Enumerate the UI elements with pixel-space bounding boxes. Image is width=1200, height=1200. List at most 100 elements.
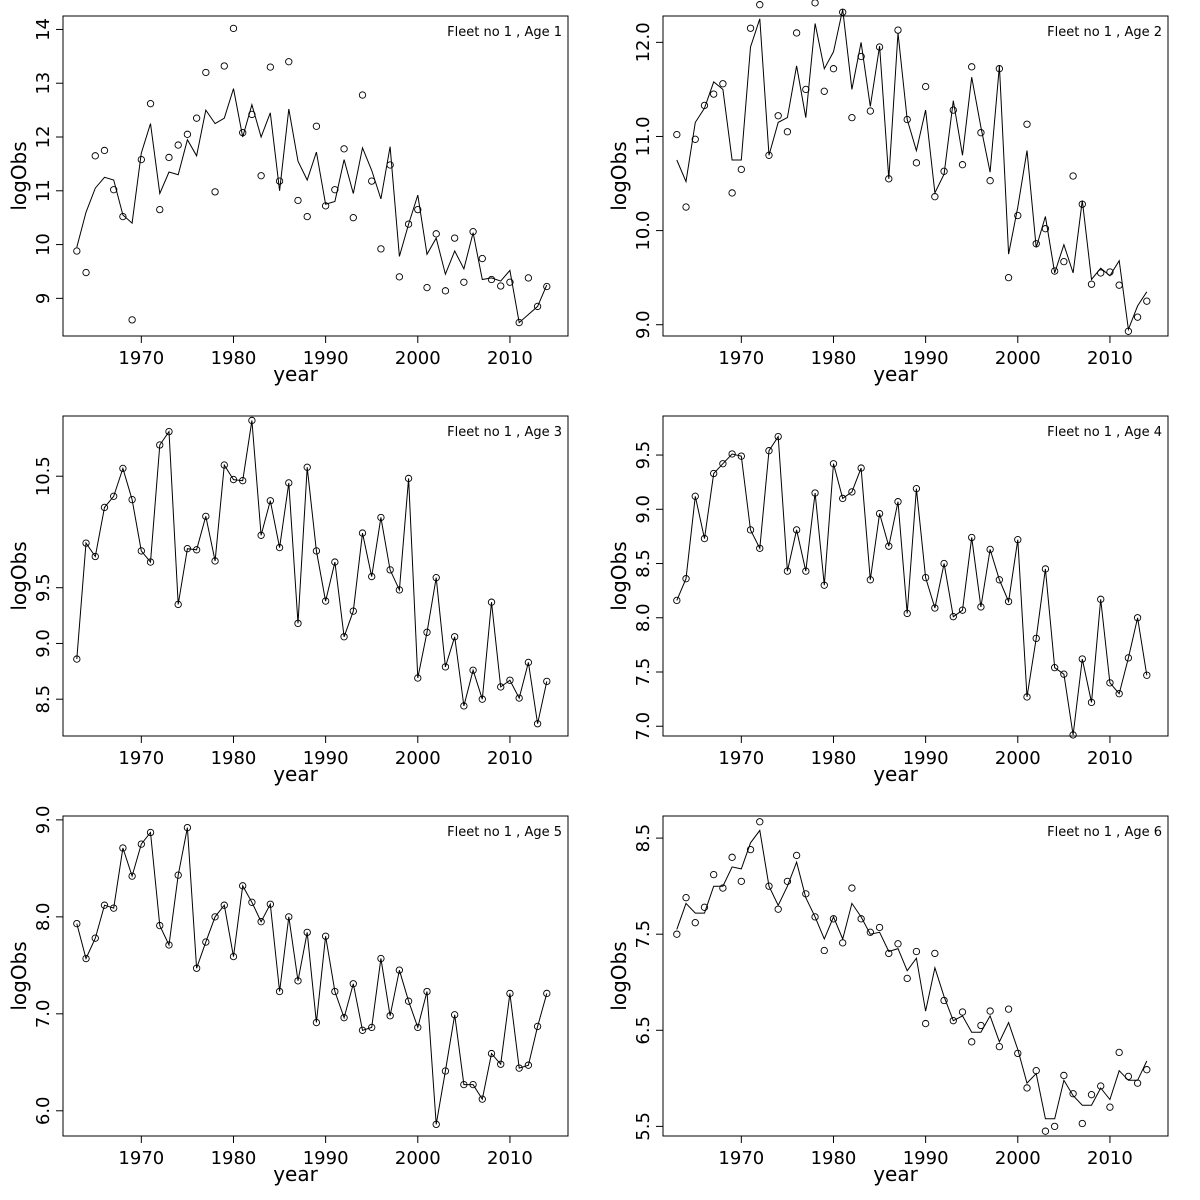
observation-point — [423, 628, 431, 636]
observation-point — [857, 915, 865, 923]
observation-point — [728, 853, 736, 861]
observation-point — [1133, 313, 1142, 321]
y-tick-label: 9.0 — [633, 495, 654, 524]
observation-point — [710, 870, 718, 879]
observation-point — [257, 172, 265, 180]
observation-point — [506, 676, 514, 684]
observation-point — [543, 677, 551, 686]
observation-point — [202, 68, 210, 77]
observation-point — [395, 273, 404, 281]
x-tick-label: 1970 — [718, 348, 764, 369]
observation-point — [1004, 1005, 1013, 1013]
observation-point — [211, 913, 219, 921]
observation-point — [829, 915, 838, 923]
observation-point — [949, 106, 957, 114]
observation-point — [921, 82, 930, 91]
observation-point — [931, 949, 939, 958]
x-tick-label: 2000 — [395, 1148, 441, 1169]
observation-point — [719, 80, 727, 88]
observation-point — [515, 694, 523, 702]
y-tick-label: 6.0 — [33, 1096, 54, 1125]
observation-point — [737, 877, 745, 885]
observation-point — [91, 552, 99, 561]
observation-point — [866, 928, 874, 936]
observation-point — [1143, 297, 1151, 305]
observation-point — [119, 464, 127, 473]
observation-point — [792, 29, 801, 37]
observation-point — [774, 905, 782, 913]
observation-point — [358, 1026, 367, 1034]
y-axis-title: logObs — [7, 941, 31, 1010]
observation-point — [940, 559, 948, 568]
fitted-line — [76, 88, 548, 324]
observation-point — [977, 129, 985, 137]
y-axis-title: logObs — [607, 141, 631, 210]
y-tick-label: 7.0 — [33, 999, 54, 1028]
observation-point — [506, 278, 514, 286]
observation-point — [73, 247, 81, 255]
x-tick-label: 1990 — [303, 1148, 349, 1169]
panel-5: 1970 1980 1990 2000 2010 6.0 7.0 8.0 9.0 year logO… — [7, 806, 569, 1186]
panel-3: 1970 1980 1990 2000 2010 8.5 9.0 9.5 10.5 year log… — [7, 415, 569, 786]
x-axis-title: year — [873, 362, 918, 386]
observation-point — [682, 894, 690, 902]
observation-point — [533, 1022, 542, 1031]
x-axis-title: year — [873, 762, 918, 786]
observation-point — [1124, 654, 1133, 662]
observation-point — [774, 112, 782, 120]
observation-point — [894, 26, 902, 34]
observation-point — [1004, 273, 1013, 282]
observation-point — [839, 494, 847, 503]
observation-point — [1051, 267, 1059, 275]
observation-point — [719, 884, 727, 892]
y-tick-label: 9.5 — [33, 573, 54, 602]
observation-point — [691, 135, 699, 143]
observation-point — [839, 8, 847, 16]
observation-point — [478, 254, 486, 263]
observation-point — [100, 901, 109, 909]
observation-point — [1087, 1091, 1096, 1099]
observation-point — [894, 940, 902, 948]
x-tick-label: 2000 — [395, 748, 441, 769]
fitted-line — [676, 829, 1148, 1120]
fitted-line — [76, 827, 548, 1125]
panel-1: 1970 1980 1990 2000 2010 9 10 11 12 13 14 year logOb… — [7, 15, 569, 386]
observation-point — [432, 230, 440, 238]
fitted-line — [76, 420, 548, 724]
observation-point — [524, 658, 533, 667]
observation-point — [968, 63, 976, 71]
x-axis-title: year — [273, 362, 318, 386]
y-axis-title: logObs — [7, 541, 31, 610]
observation-point — [524, 274, 533, 282]
y-tick-label: 14 — [33, 18, 54, 41]
observation-point — [783, 128, 792, 136]
observation-point — [700, 903, 709, 911]
observation-point — [1106, 1103, 1114, 1111]
x-tick-label: 2000 — [395, 348, 441, 369]
observation-point — [912, 947, 921, 956]
panel-title: Fleet no 1 , Age 1 — [447, 25, 562, 40]
observation-point — [1069, 1090, 1077, 1098]
x-tick-label: 1990 — [303, 348, 349, 369]
observation-point — [912, 159, 921, 167]
observation-point — [986, 177, 994, 185]
observation-point — [73, 919, 81, 928]
observation-point — [737, 165, 745, 174]
observation-point — [220, 62, 228, 70]
observation-point — [958, 161, 967, 169]
y-tick-label: 11.0 — [633, 116, 654, 156]
x-tick-label: 1970 — [718, 1148, 764, 1169]
observation-point — [487, 275, 496, 284]
plot-frame — [662, 815, 1169, 1137]
x-tick-label: 1970 — [718, 748, 764, 769]
observation-point — [1060, 670, 1068, 678]
y-tick-label: 9.5 — [633, 441, 654, 470]
observation-point — [820, 87, 828, 95]
x-tick-label: 2010 — [1087, 748, 1133, 769]
observation-point — [719, 460, 727, 468]
observation-point — [266, 497, 274, 505]
observation-point — [487, 1049, 496, 1058]
observation-point — [1115, 690, 1123, 698]
observation-point — [229, 24, 238, 33]
observation-point — [543, 989, 551, 998]
